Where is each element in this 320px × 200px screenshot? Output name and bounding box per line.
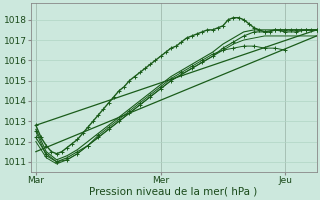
X-axis label: Pression niveau de la mer( hPa ): Pression niveau de la mer( hPa ) bbox=[90, 187, 258, 197]
